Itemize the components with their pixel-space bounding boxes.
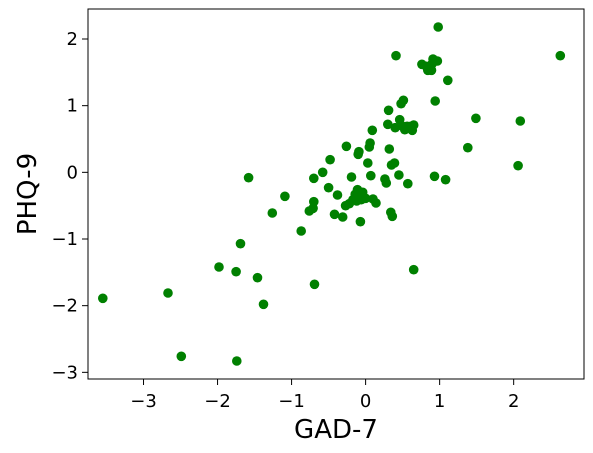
data-point (341, 141, 352, 152)
data-point (387, 211, 398, 222)
data-point (432, 56, 443, 66)
y-tick-label: −2 (51, 296, 78, 317)
data-point (323, 182, 334, 193)
x-axis-ticks: −3 −2 −1 0 1 2 (130, 379, 519, 412)
data-point (433, 22, 444, 32)
y-tick-label: −3 (51, 362, 78, 383)
data-point (515, 116, 526, 126)
data-point (394, 170, 404, 180)
data-point (232, 356, 242, 366)
data-point (371, 198, 381, 208)
data-point (391, 50, 401, 61)
data-point (337, 212, 348, 222)
data-point (309, 196, 319, 207)
data-point (163, 288, 173, 298)
data-point (390, 122, 401, 133)
data-points (98, 22, 566, 366)
data-point (360, 193, 371, 204)
data-point (408, 264, 419, 275)
data-point (325, 154, 335, 165)
data-point (98, 293, 108, 304)
data-point (252, 272, 263, 283)
x-tick-label: 2 (508, 391, 519, 412)
y-tick-label: −1 (51, 229, 78, 250)
x-tick-label: −1 (278, 391, 305, 412)
data-point (430, 96, 441, 106)
x-tick-label: −2 (204, 391, 231, 412)
x-axis-title: GAD-7 (294, 415, 378, 445)
y-tick-label: 2 (67, 29, 78, 50)
data-point (443, 75, 453, 86)
data-point (267, 208, 278, 218)
data-point (366, 170, 376, 181)
y-axis-ticks: −3 −2 −1 0 1 2 (51, 29, 88, 383)
data-point (367, 125, 378, 136)
y-tick-label: 1 (67, 96, 78, 117)
data-point (235, 238, 246, 249)
data-point (258, 299, 269, 310)
data-point (513, 160, 523, 171)
data-point (309, 173, 319, 184)
y-axis-title: PHQ-9 (13, 153, 43, 235)
data-point (231, 266, 241, 277)
data-point (408, 120, 419, 130)
data-point (317, 167, 328, 178)
data-point (309, 279, 320, 290)
data-point (429, 171, 440, 182)
data-point (346, 172, 357, 182)
y-tick-label: 0 (67, 162, 78, 183)
x-tick-label: 1 (434, 391, 445, 412)
data-point (329, 209, 340, 220)
data-point (471, 113, 481, 124)
data-point (176, 351, 187, 362)
data-point (296, 226, 307, 236)
data-point (214, 262, 224, 272)
data-point (355, 216, 366, 227)
data-point (243, 172, 254, 183)
data-point (383, 119, 393, 130)
data-point (332, 190, 343, 200)
data-point (555, 50, 566, 61)
data-point (463, 142, 473, 153)
data-point (381, 178, 392, 188)
data-point (403, 178, 413, 189)
data-point (363, 158, 373, 168)
data-point (389, 158, 400, 168)
data-point (280, 191, 290, 202)
data-point (383, 105, 394, 116)
data-point (384, 144, 395, 154)
data-point (398, 95, 409, 106)
data-point (365, 138, 375, 148)
x-tick-label: 0 (360, 391, 371, 412)
data-point (440, 174, 451, 185)
data-point (354, 146, 364, 157)
x-tick-label: −3 (130, 391, 157, 412)
